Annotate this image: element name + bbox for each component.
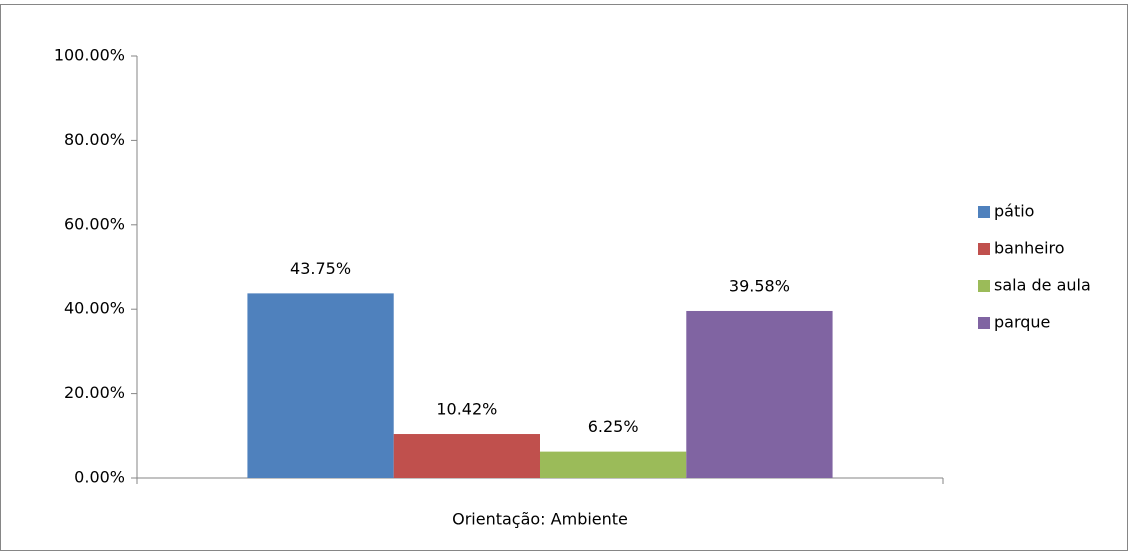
legend-swatch [978,206,990,218]
y-tick-label: 100.00% [54,46,125,65]
legend-swatch [978,280,990,292]
legend-label: banheiro [994,239,1065,258]
x-tick-label: Orientação: Ambiente [452,510,628,529]
bar [247,293,394,478]
legend-swatch [978,317,990,329]
data-label: 6.25% [588,417,639,436]
data-label: 10.42% [436,400,497,419]
legend-label: sala de aula [994,276,1091,295]
y-tick-label: 20.00% [64,383,125,402]
bar [540,451,687,478]
y-tick-label: 0.00% [74,468,125,487]
y-tick-label: 80.00% [64,130,125,149]
data-label: 39.58% [729,276,790,295]
bar [393,434,540,478]
data-label: 43.75% [290,259,351,278]
y-tick-label: 40.00% [64,299,125,318]
bar [686,310,833,478]
legend-label: parque [994,313,1050,332]
legend-swatch [978,243,990,255]
y-tick-label: 60.00% [64,214,125,233]
legend-label: pátio [994,202,1034,221]
